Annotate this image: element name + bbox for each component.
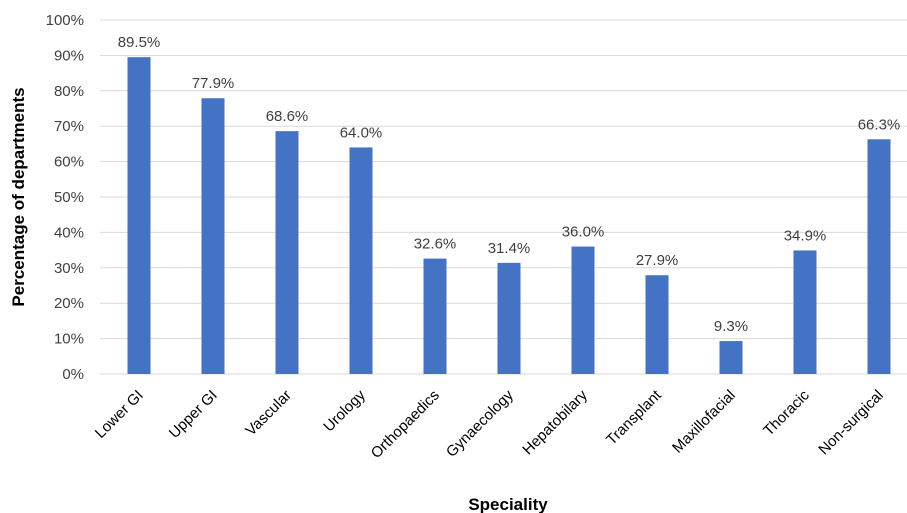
x-category-label: Lower GI: [92, 387, 147, 442]
x-category-label: Vascular: [242, 387, 295, 440]
data-label: 66.3%: [858, 116, 901, 133]
y-tick-label: 80%: [54, 83, 84, 100]
bar: [645, 275, 669, 374]
data-label: 68.6%: [266, 108, 309, 125]
y-axis-ticks: 0% 10% 20% 30% 40% 50% 60% 70% 80% 90% 100%: [46, 12, 84, 383]
y-tick-label: 20%: [54, 295, 84, 312]
bar: [127, 57, 151, 375]
y-tick-label: 100%: [46, 12, 84, 29]
bar: [867, 139, 891, 374]
x-category-label: Gynaecology: [443, 386, 517, 460]
bars: [127, 57, 891, 375]
x-category-label: Maxillofacial: [669, 387, 739, 457]
data-label: 36.0%: [562, 224, 605, 241]
data-label: 89.5%: [118, 34, 161, 51]
x-axis-categories: Lower GI Upper GI Vascular UrologyOrthopaed…: [92, 386, 887, 462]
data-label: 34.9%: [784, 227, 827, 244]
data-label: 31.4%: [488, 240, 531, 257]
y-tick-label: 40%: [54, 224, 84, 241]
y-tick-label: 0%: [62, 366, 84, 383]
bar: [423, 258, 447, 374]
bar: [571, 246, 595, 374]
x-category-label: Non-surgical: [815, 387, 887, 459]
data-label: 27.9%: [636, 252, 679, 269]
y-tick-label: 90%: [54, 47, 84, 64]
y-tick-label: 50%: [54, 189, 84, 206]
data-label: 9.3%: [714, 318, 748, 335]
y-tick-label: 60%: [54, 154, 84, 171]
bar: [793, 250, 817, 374]
x-category-label: Upper GI: [166, 387, 221, 442]
data-label: 77.9%: [192, 75, 235, 92]
bar: [719, 341, 743, 374]
x-category-label: Transplant: [603, 386, 665, 448]
bar: [275, 131, 299, 374]
x-category-label: Thoracic: [760, 386, 813, 439]
y-axis-title: Percentage of departments: [9, 87, 28, 306]
x-category-label: Hepatobilary: [519, 386, 591, 458]
y-tick-label: 10%: [54, 331, 84, 348]
y-tick-label: 30%: [54, 260, 84, 277]
x-category-label: Urology: [320, 386, 369, 435]
data-label: 64.0%: [340, 124, 383, 141]
x-axis-title: Speciality: [468, 495, 548, 513]
y-tick-label: 70%: [54, 118, 84, 135]
bar: [201, 98, 225, 374]
data-label: 32.6%: [414, 236, 457, 253]
bar: [349, 147, 373, 374]
bar: [497, 262, 521, 374]
data-labels: 89.5% 77.9% 68.6% 64.0% 32.6% 31.4% 36.0% 27.9%…: [118, 34, 901, 335]
x-category-label: Orthopaedics: [368, 387, 443, 462]
gridlines: [100, 19, 907, 375]
